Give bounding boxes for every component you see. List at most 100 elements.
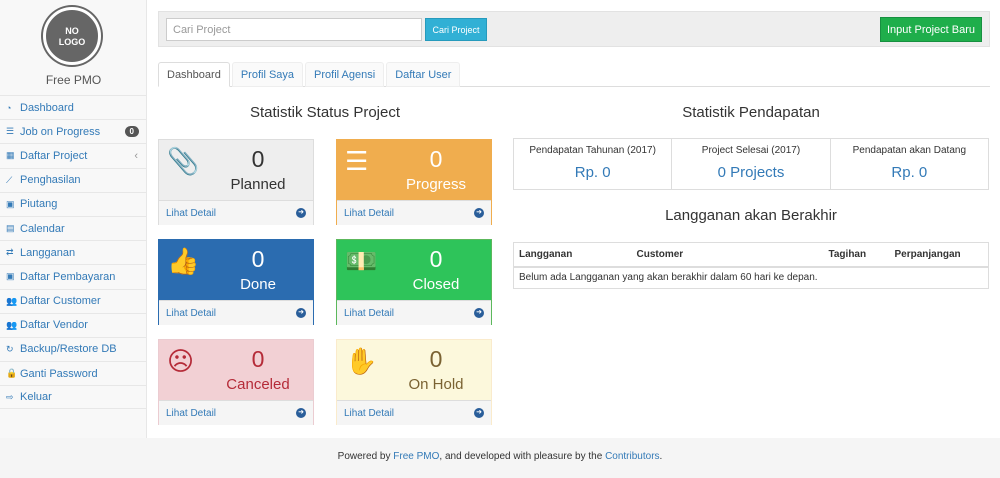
sidebar-item-dashboard[interactable]: ◔ Dashboard (0, 95, 147, 119)
detail-label: Lihat Detail (166, 407, 217, 419)
status-card-progress: ☰ 0 Progress Lihat Detail ➜ (336, 139, 492, 225)
stat-value[interactable]: 0 Projects (717, 164, 785, 181)
sidebar-item-daftar-vendor[interactable]: 👥 Daftar Vendor (0, 312, 147, 337)
card-body: 👍 0 Done (159, 240, 313, 300)
paperclip-icon: 📎 (167, 146, 200, 176)
stat-label: Pendapatan Tahunan (2017) (529, 145, 656, 156)
stat-value[interactable]: Rp. 0 (574, 164, 611, 181)
sidebar-item-daftar-customer[interactable]: 👥 Daftar Customer (0, 288, 147, 313)
detail-link[interactable]: Lihat Detail ➜ (337, 200, 491, 225)
income-title: Statistik Pendapatan (682, 104, 820, 121)
table-header: Langganan Customer Tagihan Perpanjangan (513, 242, 989, 268)
users-icon: 👥 (6, 295, 18, 306)
sidebar-item-label: Calendar (20, 222, 65, 235)
stat-value[interactable]: Rp. 0 (891, 164, 928, 181)
search-button[interactable]: Cari Project (425, 18, 487, 41)
column-header: Customer (631, 242, 824, 268)
sidebar-item-label: Daftar Vendor (20, 319, 88, 332)
card-label: Closed (412, 276, 460, 293)
sidebar-item-job-on-progress[interactable]: ☰ Job on Progress 0 (0, 119, 147, 143)
arrow-circle-right-icon: ➜ (296, 408, 306, 418)
sidebar-item-calendar[interactable]: ▤ Calendar (0, 215, 147, 240)
sidebar-item-label: Backup/Restore DB (20, 343, 117, 356)
status-title: Statistik Status Project (249, 104, 401, 121)
tab-dashboard[interactable]: Dashboard (158, 62, 230, 87)
card-label: Planned (230, 176, 286, 193)
sidebar-item-label: Piutang (20, 198, 58, 211)
thumbs-up-icon: 👍 (167, 246, 200, 276)
sign-out-icon: ⇨ (6, 391, 14, 402)
sidebar-item-label: Dashboard (20, 101, 74, 114)
empty-message: Belum ada Langganan yang akan berakhir d… (519, 272, 818, 284)
contributors-link[interactable]: Contributors (605, 451, 660, 462)
lock-icon: 🔒 (6, 368, 18, 379)
card-body: 📎 0 Planned (159, 140, 313, 200)
sidebar-item-label: Langganan (20, 246, 76, 259)
detail-link[interactable]: Lihat Detail ➜ (337, 300, 491, 325)
calendar-icon: ▤ (6, 223, 15, 234)
card-body: ✋ 0 On Hold (337, 340, 491, 400)
tasks-icon: ☰ (345, 146, 369, 176)
status-card-done: 👍 0 Done Lihat Detail ➜ (158, 239, 314, 325)
sidebar-item-label: Daftar Pembayaran (20, 270, 116, 283)
footer-text: Powered by (337, 451, 394, 462)
sidebar-item-daftar-pembayaran[interactable]: ▣ Daftar Pembayaran (0, 264, 147, 288)
detail-label: Lihat Detail (344, 407, 395, 419)
money-icon: ▣ (6, 271, 15, 282)
card-count: 0 (251, 246, 265, 272)
footer: Powered by Free PMO, and developed with … (0, 438, 1000, 478)
stat-label: Pendapatan akan Datang (852, 145, 967, 156)
top-bar: Cari Project Input Project Baru (158, 11, 990, 47)
sidebar: NO LOGO Free PMO ◔ Dashboard ☰ Job on Progre… (0, 0, 147, 438)
arrow-circle-right-icon: ➜ (474, 308, 484, 318)
card-count: 0 (251, 346, 265, 372)
arrow-circle-right-icon: ➜ (474, 408, 484, 418)
income-stats: Pendapatan Tahunan (2017) Rp. 0 Project S… (513, 138, 989, 190)
detail-link[interactable]: Lihat Detail ➜ (159, 300, 313, 325)
arrow-circle-right-icon: ➜ (296, 308, 306, 318)
stat-projects-done: Project Selesai (2017) 0 Projects (672, 139, 831, 189)
card-label: Done (240, 276, 276, 293)
sidebar-item-ganti-password[interactable]: 🔒 Ganti Password (0, 361, 147, 385)
detail-link[interactable]: Lihat Detail ➜ (159, 200, 313, 225)
chevron-left-icon[interactable]: ‹ (134, 149, 138, 162)
tab-profil-saya[interactable]: Profil Saya (231, 62, 304, 87)
free-pmo-link[interactable]: Free PMO (393, 451, 440, 462)
refresh-icon: ↻ (6, 343, 14, 354)
tabs: Dashboard Profil Saya Profil Agensi Daft… (158, 62, 990, 87)
sidebar-item-label: Daftar Customer (20, 295, 101, 308)
sidebar-item-keluar[interactable]: ⇨ Keluar (0, 385, 147, 410)
subscriptions-title: Langganan akan Berakhir (665, 207, 837, 224)
detail-label: Lihat Detail (344, 207, 395, 219)
subscriptions-table: Langganan Customer Tagihan Perpanjangan … (513, 242, 989, 289)
money-icon: 💵 (345, 246, 378, 276)
brand-name: Free PMO (45, 73, 102, 87)
sidebar-item-piutang[interactable]: ▣ Piutang (0, 191, 147, 216)
detail-link[interactable]: Lihat Detail ➜ (159, 400, 313, 425)
card-count: 0 (429, 146, 443, 172)
card-label: Canceled (226, 376, 290, 393)
sidebar-item-backup-restore-db[interactable]: ↻ Backup/Restore DB (0, 336, 147, 361)
sidebar-item-langganan[interactable]: ⇄ Langganan (0, 240, 147, 264)
sidebar-item-label: Ganti Password (20, 367, 98, 380)
new-project-button[interactable]: Input Project Baru (880, 17, 982, 42)
column-header: Langganan (513, 242, 632, 268)
status-card-planned: 📎 0 Planned Lihat Detail ➜ (158, 139, 314, 225)
tab-profil-agensi[interactable]: Profil Agensi (305, 62, 385, 87)
sidebar-item-penghasilan[interactable]: ⟋ Penghasilan (0, 167, 147, 192)
search-input[interactable] (166, 18, 422, 41)
retweet-icon: ⇄ (6, 247, 14, 258)
card-count: 0 (429, 246, 443, 272)
card-body: ☰ 0 Progress (337, 140, 491, 200)
sidebar-item-daftar-project[interactable]: ▦ Daftar Project ‹ (0, 143, 147, 167)
line-chart-icon: ⟋ (6, 174, 13, 185)
tab-daftar-user[interactable]: Daftar User (386, 62, 461, 87)
card-body: ☹ 0 Canceled (159, 340, 313, 400)
detail-label: Lihat Detail (166, 307, 217, 319)
sidebar-item-label: Daftar Project (20, 149, 88, 162)
card-count: 0 (251, 146, 265, 172)
status-card-closed: 💵 0 Closed Lihat Detail ➜ (336, 239, 492, 325)
status-card-canceled: ☹ 0 Canceled Lihat Detail ➜ (158, 339, 314, 425)
stat-label: Project Selesai (2017) (701, 145, 801, 156)
detail-link[interactable]: Lihat Detail ➜ (337, 400, 491, 425)
